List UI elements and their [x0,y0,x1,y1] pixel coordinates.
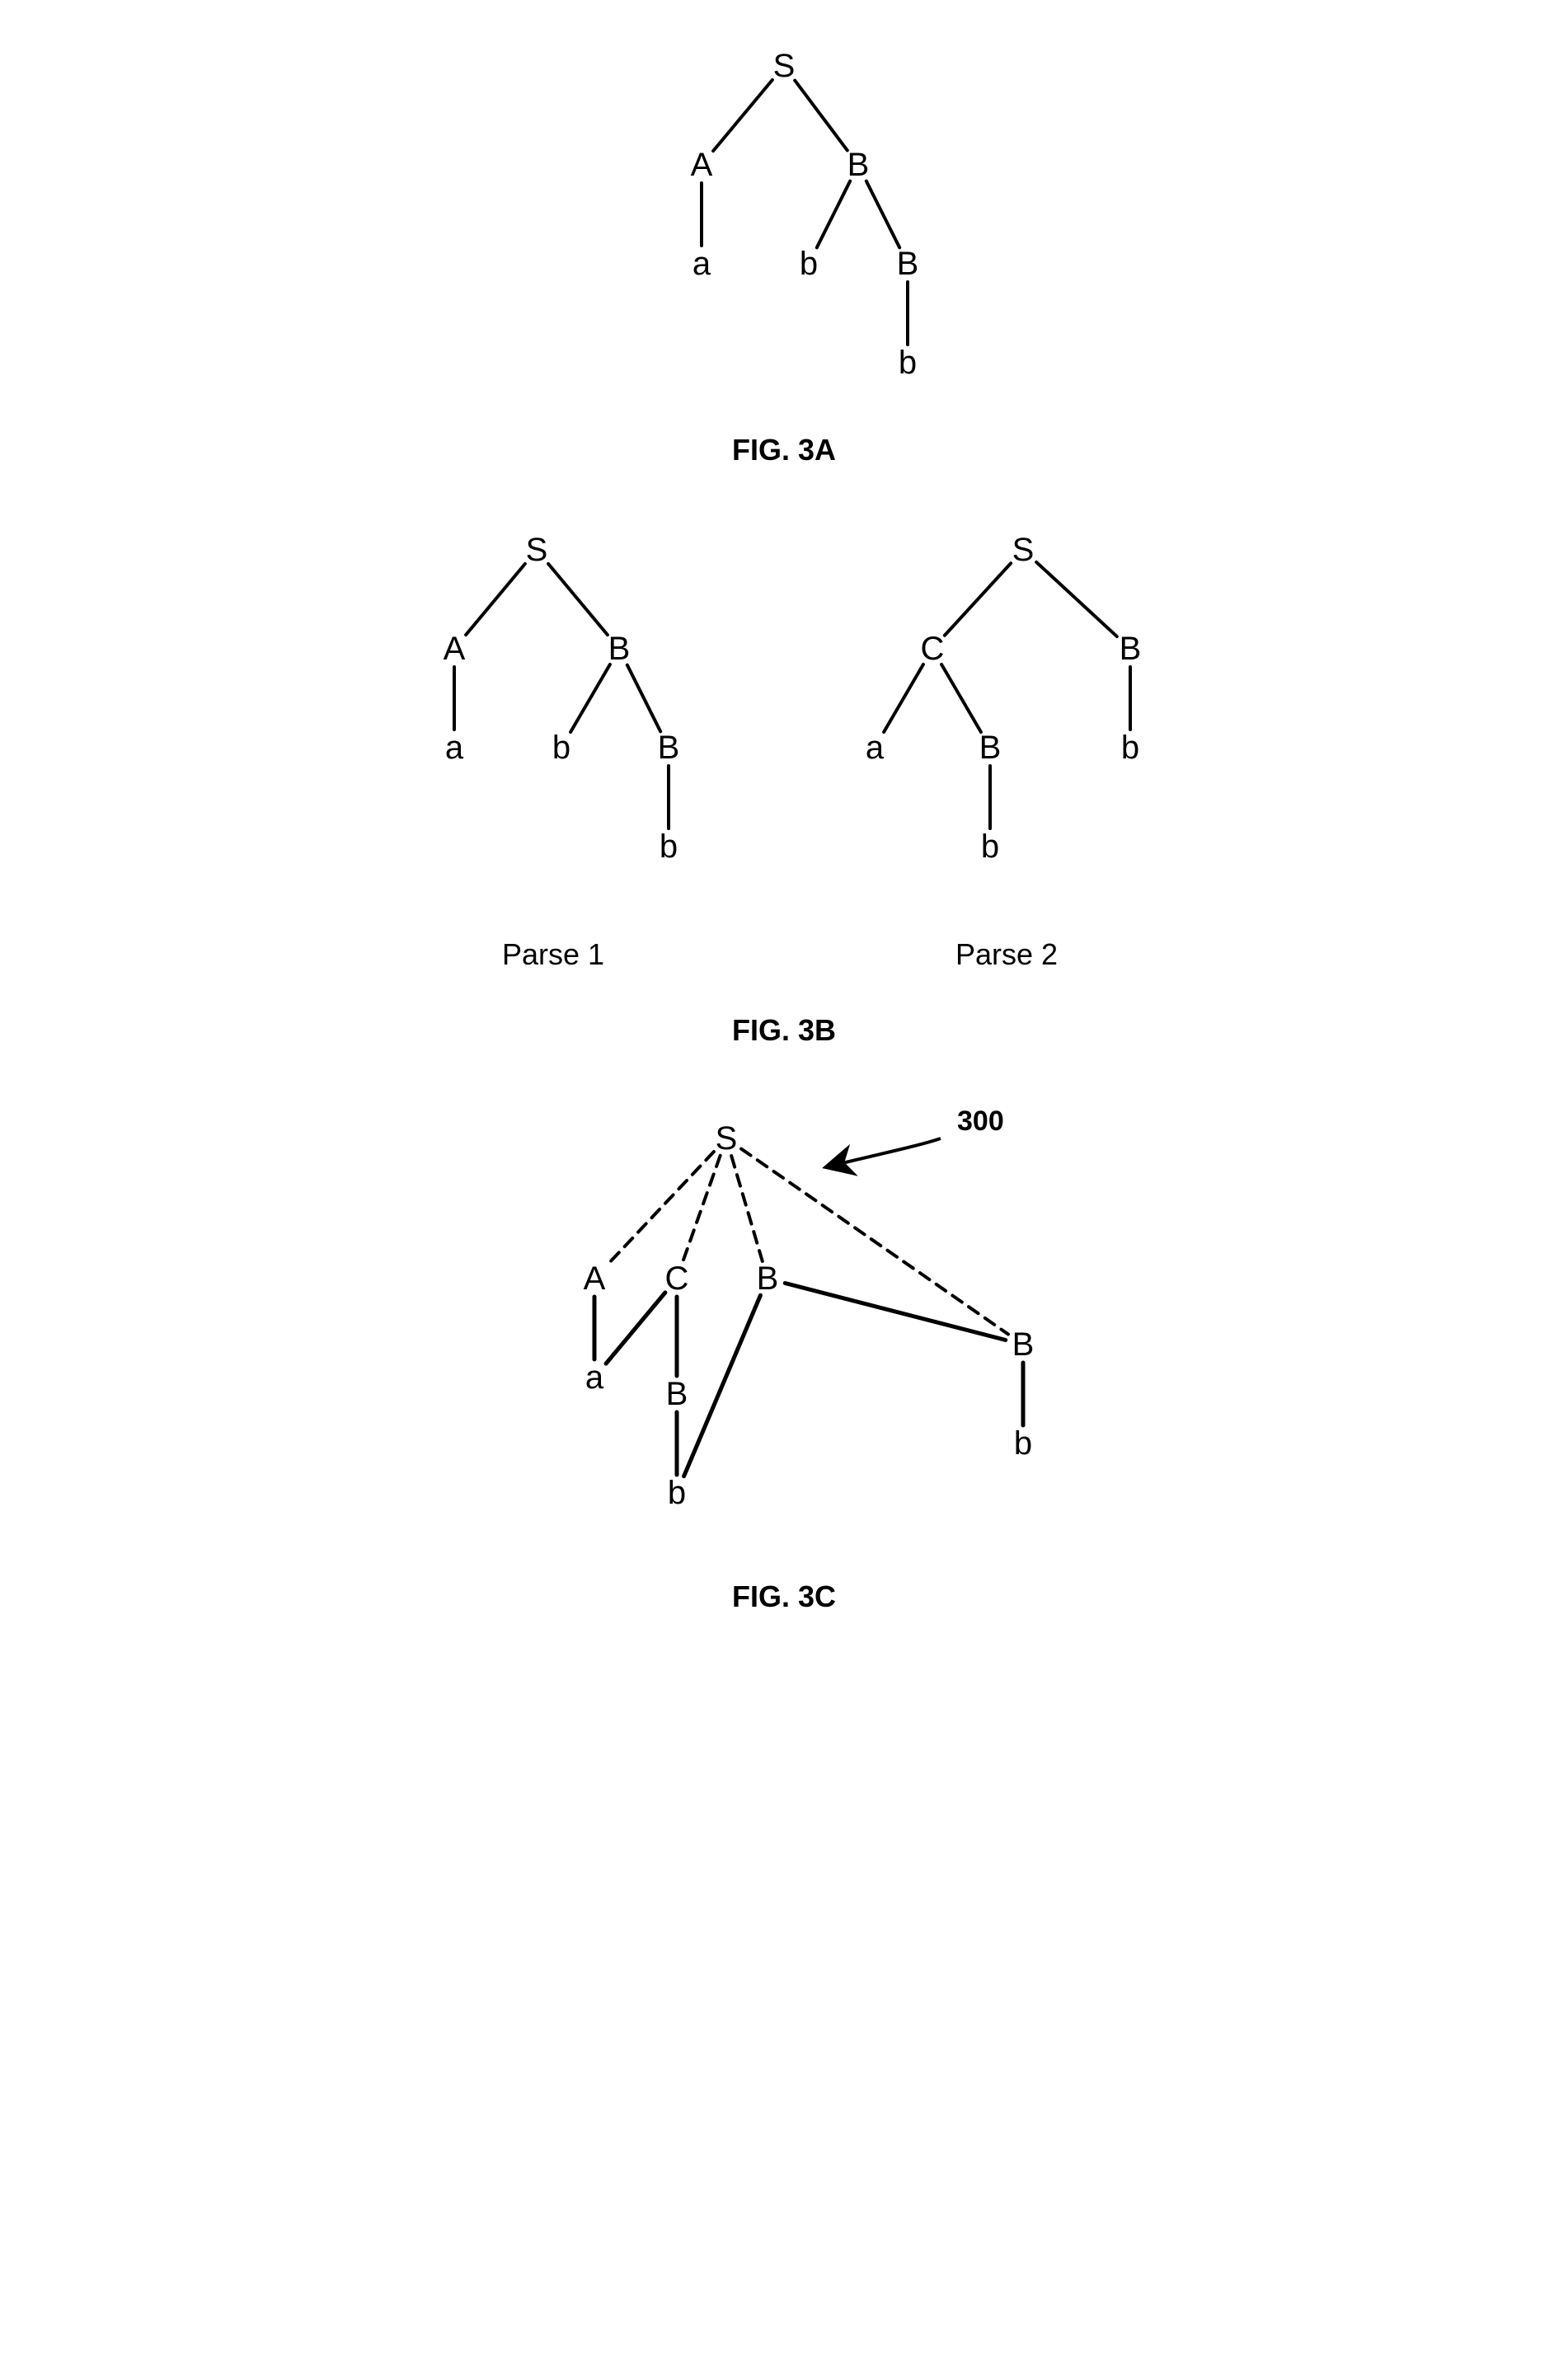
figure-3a: S A Ba b Bb FIG. 3A [611,33,957,467]
svg-text:B: B [897,246,919,282]
svg-text:a: a [445,730,464,766]
svg-text:A: A [584,1260,606,1297]
svg-text:a: a [585,1359,604,1396]
svg-text:B: B [757,1260,779,1297]
parse-2-label: Parse 2 [955,937,1058,972]
svg-text:b: b [660,828,678,865]
svg-text:B: B [979,730,1002,766]
svg-text:A: A [691,147,713,183]
parse-1-label: Parse 1 [502,937,604,972]
svg-text:B: B [1012,1326,1035,1363]
svg-text:A: A [444,631,466,667]
figure-3c: S A C B Ba Bb b 300 FIG. 3C [462,1097,1106,1614]
svg-text:B: B [608,631,631,667]
svg-text:B: B [658,730,680,766]
caption-3c: FIG. 3C [462,1579,1106,1614]
svg-text:B: B [1120,631,1142,667]
svg-text:b: b [1121,730,1139,766]
caption-3b: FIG. 3B [372,1013,1196,1048]
svg-text:S: S [526,532,548,568]
svg-text:a: a [692,246,711,282]
tree-parse-2: S C Ba Bb b [825,517,1188,913]
tree-parse-1: S A Ba b Bb [380,517,726,913]
svg-text:B: B [666,1376,688,1412]
svg-text:C: C [921,631,945,667]
svg-text:C: C [665,1260,689,1297]
svg-text:S: S [716,1120,738,1157]
svg-text:B: B [847,147,870,183]
svg-text:b: b [800,246,818,282]
svg-text:b: b [668,1475,686,1511]
svg-text:b: b [1014,1425,1032,1462]
svg-text:a: a [866,730,885,766]
svg-text:b: b [552,730,570,766]
svg-text:S: S [773,48,796,84]
svg-text:b: b [899,345,917,381]
svg-text:S: S [1012,532,1035,568]
svg-text:b: b [981,828,999,865]
parse-2-col: S C Ba Bb b Parse 2 [825,517,1188,972]
parse-1-col: S A Ba b Bb Parse 1 [380,517,726,972]
tree-3c: S A C B Ba Bb b 300 [462,1097,1106,1559]
figure-3b: S A Ba b Bb Parse 1 S C Ba Bb b Parse 2 FIG. 3B [372,517,1196,1048]
svg-text:300: 300 [957,1105,1004,1137]
caption-3a: FIG. 3A [611,433,957,467]
tree-3a: S A Ba b Bb [611,33,957,412]
